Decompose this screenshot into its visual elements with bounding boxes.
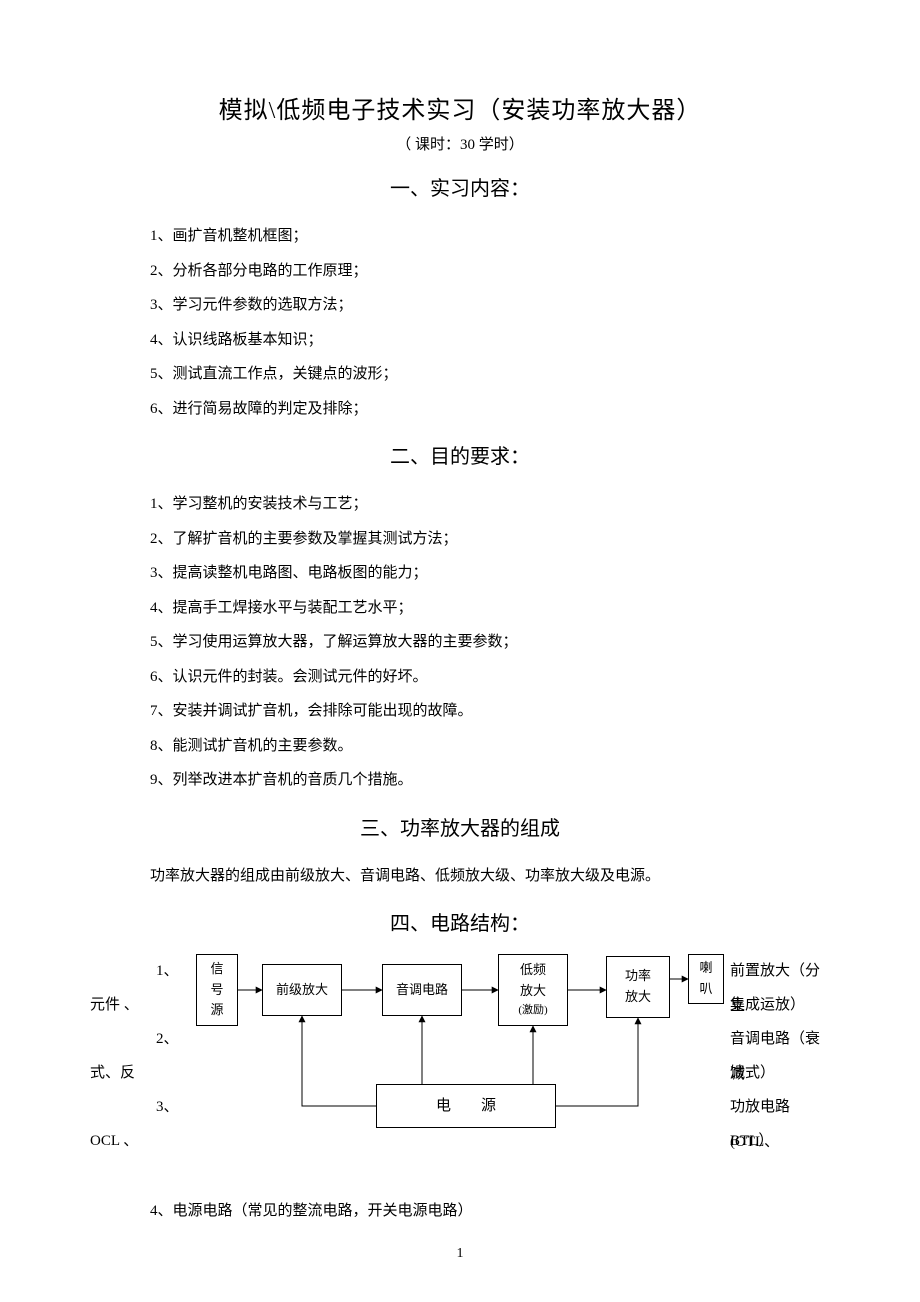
box-lowfreq-line3: (激励) <box>518 1002 547 1020</box>
diagram-left-note: 2、 <box>156 1022 179 1057</box>
section-2-item: 7、安装并调试扩音机，会排除可能出现的故障。 <box>150 694 830 729</box>
box-speaker: 喇 叭 <box>688 954 724 1004</box>
section-1-item: 4、认识线路板基本知识； <box>150 323 830 358</box>
section-2-item: 9、列举改进本扩音机的音质几个措施。 <box>150 763 830 798</box>
box-power-line1: 功率 <box>625 966 651 987</box>
box-lowfreq: 低频 放大 (激励) <box>498 954 568 1026</box>
section-3-heading: 三、功率放大器的组成 <box>90 812 830 841</box>
section-4-footer-item: 4、电源电路（常见的整流电路，开关电源电路） <box>150 1194 830 1229</box>
section-2-item: 6、认识元件的封装。会测试元件的好坏。 <box>150 660 830 695</box>
diagram-left-note: 式、反 <box>90 1056 135 1091</box>
box-power-supply: 电 源 <box>376 1084 556 1128</box>
box-lowfreq-line1: 低频 <box>520 960 546 981</box>
section-2-item: 5、学习使用运算放大器，了解运算放大器的主要参数； <box>150 625 830 660</box>
box-lowfreq-line2: 放大 <box>520 981 546 1002</box>
block-diagram: 1、 元件 、 2、 式、反 3、 OCL 、 前置放大（分立 集成运放） 音调… <box>90 954 830 1194</box>
diagram-left-note: 元件 、 <box>90 988 139 1023</box>
document-subtitle: （ 课时：30 学时） <box>90 133 830 154</box>
section-2-item: 3、提高读整机电路图、电路板图的能力； <box>150 556 830 591</box>
section-1-item: 5、测试直流工作点，关键点的波形； <box>150 357 830 392</box>
box-signal-source: 信 号 源 <box>196 954 238 1026</box>
document-page: 模拟\低频电子技术实习（安装功率放大器） （ 课时：30 学时） 一、实习内容：… <box>0 0 920 1302</box>
section-2-item: 4、提高手工焊接水平与装配工艺水平； <box>150 591 830 626</box>
section-3-text: 功率放大器的组成由前级放大、音调电路、低频放大级、功率放大级及电源。 <box>150 859 830 894</box>
section-4-heading: 四、电路结构： <box>90 907 830 936</box>
page-number: 1 <box>0 1246 920 1262</box>
box-preamp: 前级放大 <box>262 964 342 1016</box>
box-tone: 音调电路 <box>382 964 462 1016</box>
diagram-right-note: BTL） <box>730 1124 773 1159</box>
diagram-right-note: 集成运放） <box>730 988 805 1023</box>
section-1-heading: 一、实习内容： <box>90 172 830 201</box>
section-1-item: 2、分析各部分电路的工作原理； <box>150 254 830 289</box>
diagram-left-note: 3、 <box>156 1090 179 1125</box>
section-2-item: 8、能测试扩音机的主要参数。 <box>150 729 830 764</box>
section-2-item: 1、学习整机的安装技术与工艺； <box>150 487 830 522</box>
box-power-line2: 放大 <box>625 987 651 1008</box>
section-2-heading: 二、目的要求： <box>90 440 830 469</box>
box-poweramp: 功率 放大 <box>606 956 670 1018</box>
document-title: 模拟\低频电子技术实习（安装功率放大器） <box>90 90 830 125</box>
section-2-item: 2、了解扩音机的主要参数及掌握其测试方法； <box>150 522 830 557</box>
diagram-right-note: 馈式） <box>730 1056 775 1091</box>
section-1-item: 3、学习元件参数的选取方法； <box>150 288 830 323</box>
section-1-item: 1、画扩音机整机框图； <box>150 219 830 254</box>
diagram-left-note: 1、 <box>156 954 179 989</box>
diagram-left-note: OCL 、 <box>90 1124 138 1159</box>
section-1-item: 6、进行简易故障的判定及排除； <box>150 392 830 427</box>
